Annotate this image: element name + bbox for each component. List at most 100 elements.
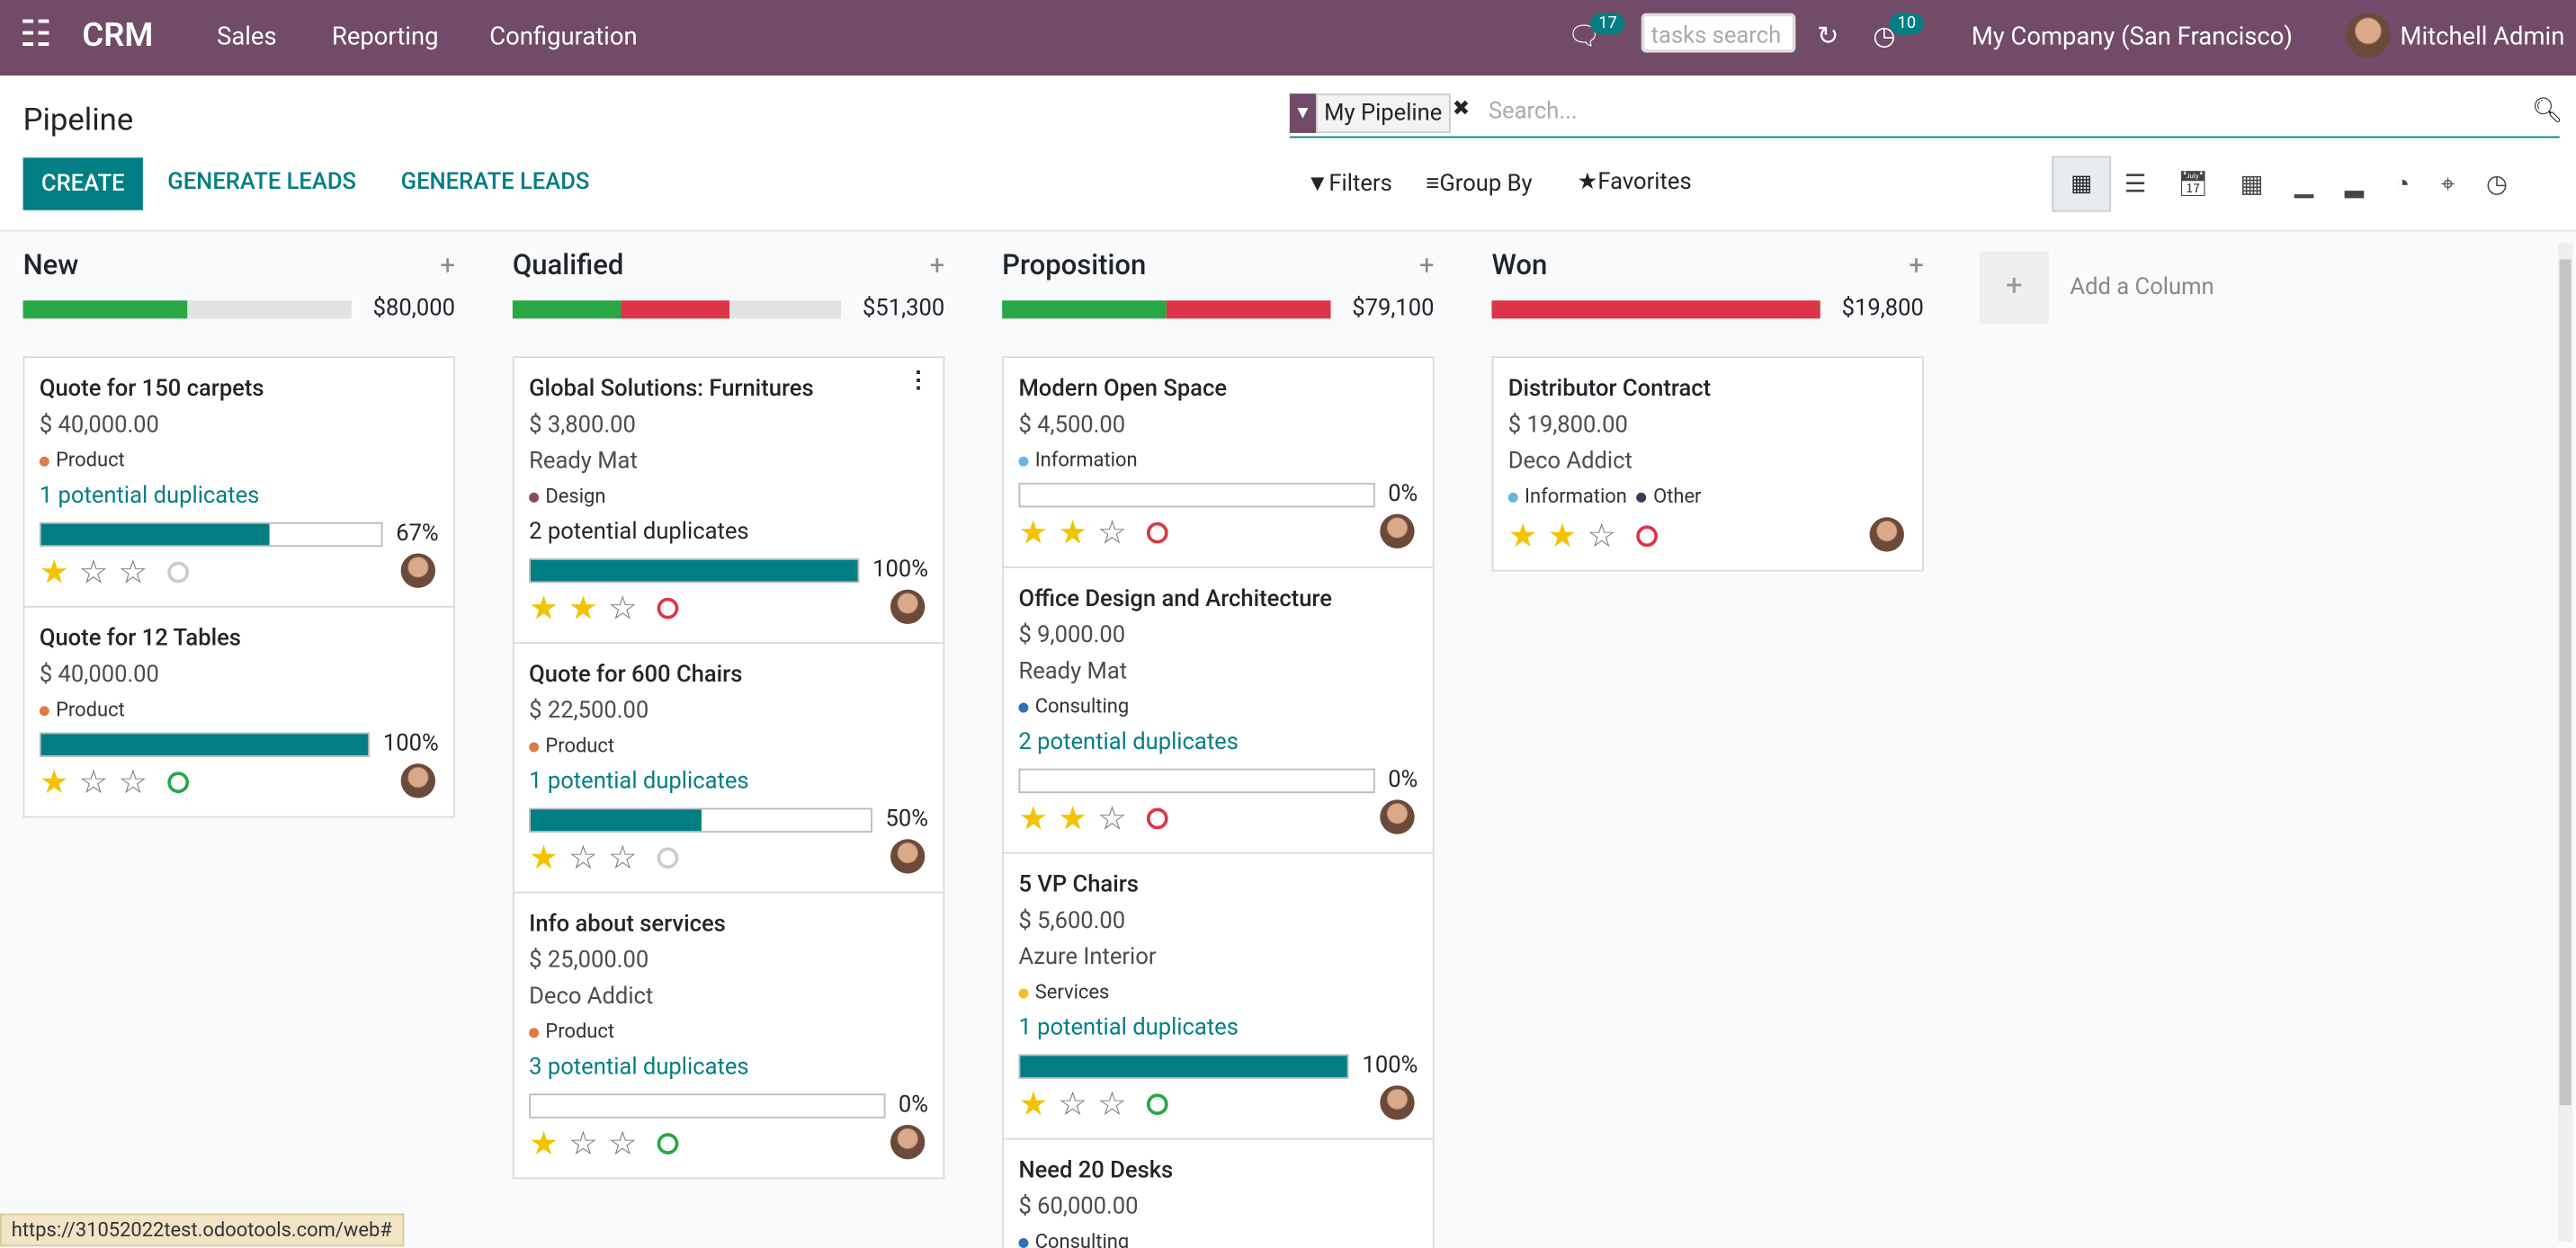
view-switcher[interactable]: ☰📅︎▦▁▂◔⌖◷ — [2124, 169, 2539, 199]
quick-create[interactable]: + — [1418, 249, 1435, 281]
duplicates-link[interactable]: 2 potential duplicates — [1018, 728, 1239, 756]
status-url: https://31052022test.odootools.com/web# — [0, 1213, 404, 1247]
priority-star[interactable]: ☆ — [607, 837, 638, 878]
apps-icon[interactable]: ☷ — [19, 14, 52, 57]
kanban-card[interactable]: ⋮ Global Solutions: Furnitures $ 3,800.00 R… — [512, 356, 945, 644]
priority-star[interactable]: ☆ — [78, 551, 109, 592]
kanban-card[interactable]: 5 VP Chairs $ 5,600.00 Azure Interior Servi… — [1002, 851, 1435, 1140]
duplicates-link[interactable]: 3 potential duplicates — [529, 1054, 749, 1081]
priority-star[interactable]: ★ — [1058, 512, 1088, 552]
tag-dot — [1636, 492, 1647, 503]
kanban-card[interactable]: Quote for 12 Tables $ 40,000.00 Product 100… — [22, 605, 455, 818]
activity-clock[interactable] — [1146, 1092, 1168, 1115]
probability: 50% — [529, 801, 928, 837]
add-column-button[interactable]: + — [1979, 251, 2049, 324]
activity-clock[interactable] — [167, 560, 190, 583]
quick-create[interactable]: + — [440, 249, 455, 281]
priority-star[interactable]: ☆ — [1097, 1083, 1127, 1124]
probability-fill — [530, 558, 858, 581]
kanban-view[interactable]: ▦ — [2052, 156, 2112, 212]
facet-remove[interactable]: ✖ — [1452, 96, 1471, 122]
priority-star[interactable]: ★ — [529, 587, 559, 628]
menu[interactable]: Configuration — [489, 21, 638, 51]
favorites[interactable]: ★Favorites — [1577, 169, 1692, 196]
card-list: ⋮ Global Solutions: Furnitures $ 3,800.00 R… — [512, 356, 945, 1180]
kanban-card[interactable]: Distributor Contract $ 19,800.00 Deco Addi… — [1491, 356, 1924, 572]
kanban-card[interactable]: Quote for 600 Chairs $ 22,500.00 Product 1 … — [512, 642, 945, 894]
add-column[interactable]: Add a Column — [2070, 273, 2214, 301]
column-progress — [1002, 300, 1331, 319]
duplicates-link[interactable]: 1 potential duplicates — [529, 768, 749, 795]
priority-star[interactable]: ☆ — [1058, 1083, 1088, 1124]
priority-star[interactable]: ☆ — [118, 762, 148, 802]
priority-star[interactable]: ★ — [529, 837, 559, 878]
duplicates-link[interactable]: 2 potential duplicates — [529, 519, 749, 546]
priority-star[interactable]: ☆ — [607, 587, 638, 628]
priority-star[interactable]: ★ — [1018, 798, 1049, 838]
column-title: Qualified — [512, 249, 624, 283]
company[interactable]: My Company (San Francisco) — [1971, 21, 2293, 51]
duplicates-link[interactable]: 1 potential duplicates — [1018, 1014, 1239, 1041]
priority-star[interactable]: ★ — [568, 587, 598, 628]
facet[interactable]: My Pipeline — [1316, 94, 1451, 133]
button[interactable]: GENERATE LEADS — [167, 169, 357, 196]
create-button[interactable]: CREATE — [22, 157, 143, 210]
card-revenue: $ 4,500.00 — [1018, 412, 1126, 439]
filters[interactable]: ▼Filters — [1306, 170, 1392, 198]
priority-star[interactable]: ☆ — [568, 1123, 598, 1163]
app-name[interactable]: CRM — [82, 14, 154, 55]
priority-star[interactable]: ☆ — [568, 837, 598, 878]
activity-clock[interactable] — [657, 846, 679, 869]
card-revenue: $ 40,000.00 — [39, 662, 159, 689]
kanban-card[interactable]: Office Design and Architecture $ 9,000.00… — [1002, 566, 1435, 854]
priority-star[interactable]: ★ — [1018, 512, 1049, 552]
card-footer: ★ ☆ ☆ — [1018, 1083, 1418, 1123]
group-by[interactable]: ≡Group By — [1426, 170, 1533, 198]
priority-star[interactable]: ☆ — [118, 551, 148, 592]
kanban-card[interactable]: Info about services $ 25,000.00 Deco Addic… — [512, 891, 945, 1180]
quick-create[interactable]: + — [1909, 249, 1924, 281]
activity-clock[interactable] — [1146, 807, 1168, 829]
card-menu[interactable]: ⋮ — [907, 368, 930, 395]
priority-star[interactable]: ★ — [1547, 515, 1578, 556]
quick-create[interactable]: + — [929, 249, 945, 281]
user-avatar[interactable] — [2346, 13, 2391, 58]
search-icon[interactable]: 🔍︎ — [2531, 94, 2563, 125]
button[interactable]: GENERATE LEADS — [400, 169, 590, 196]
probability-label: 0% — [1388, 481, 1418, 508]
priority-star[interactable]: ★ — [529, 1123, 559, 1163]
assignee-avatar — [1380, 513, 1415, 548]
navbar: ☷ CRM Sales Reporting Configuration 🗨 17… — [0, 0, 2576, 76]
card-title: 5 VP Chairs — [1018, 871, 1139, 898]
duplicates-link[interactable]: 1 potential duplicates — [39, 482, 260, 510]
priority-star[interactable]: ☆ — [1097, 512, 1127, 552]
kanban-card[interactable]: Modern Open Space $ 4,500.00 Information 0%… — [1002, 356, 1435, 568]
priority-star[interactable]: ☆ — [78, 762, 109, 802]
priority-star[interactable]: ★ — [39, 762, 69, 802]
activity-clock[interactable] — [657, 596, 679, 619]
menu[interactable]: Reporting — [331, 21, 439, 51]
priority-star[interactable]: ☆ — [1587, 515, 1617, 556]
priority-star[interactable]: ☆ — [1097, 798, 1127, 838]
menu[interactable]: Sales — [217, 21, 277, 51]
priority-star[interactable]: ★ — [1507, 515, 1538, 556]
probability-fill — [530, 808, 702, 831]
search-input[interactable]: Search... — [1488, 98, 1578, 125]
priority-star[interactable]: ★ — [39, 551, 69, 592]
user-name[interactable]: Mitchell Admin — [2400, 21, 2565, 51]
priority-star[interactable]: ★ — [1018, 1083, 1049, 1124]
activity-clock[interactable] — [657, 1132, 679, 1154]
refresh-icon[interactable]: ↻ — [1817, 19, 1839, 51]
priority-star[interactable]: ★ — [1058, 798, 1088, 838]
activity-clock[interactable] — [167, 771, 190, 793]
kanban-card[interactable]: Quote for 150 carpets $ 40,000.00 Product 1… — [22, 356, 455, 608]
kanban-card[interactable]: Need 20 Desks $ 60,000.00 Consulting — [1002, 1137, 1435, 1248]
column-progress — [22, 300, 352, 319]
activity-clock[interactable] — [1146, 521, 1168, 543]
priority-star[interactable]: ☆ — [607, 1123, 638, 1163]
tag: Services — [1018, 980, 1109, 1003]
tasks-search[interactable]: tasks search — [1641, 13, 1796, 53]
badge: 10 — [1889, 13, 1925, 35]
card-title: Info about services — [529, 911, 726, 938]
activity-clock[interactable] — [1636, 524, 1658, 547]
